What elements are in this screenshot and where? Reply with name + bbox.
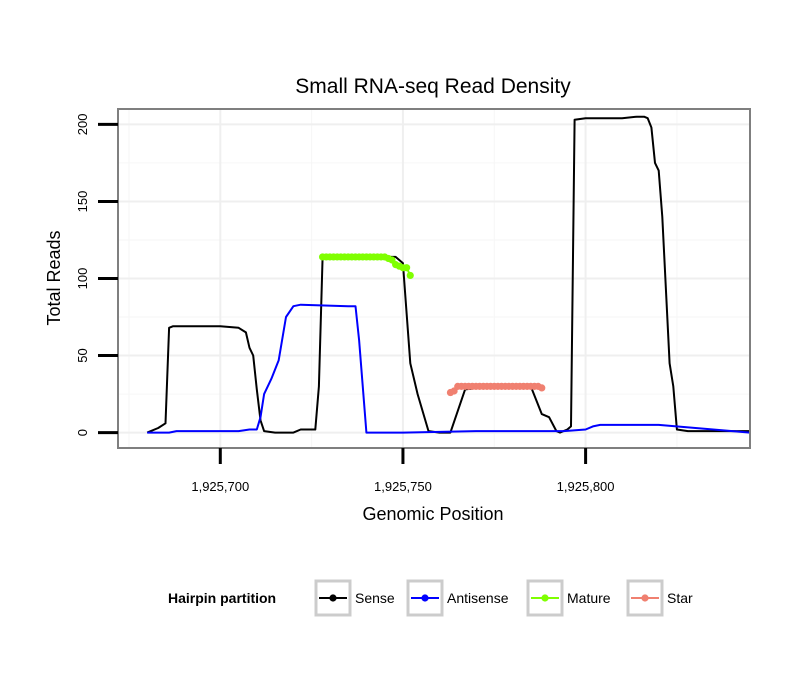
- y-tick-label: 0: [75, 429, 90, 436]
- plot-panel: [117, 108, 751, 449]
- legend-key-point-mature: [541, 594, 549, 602]
- y-tick-label: 150: [75, 191, 90, 213]
- series-line-antisense: [147, 303, 751, 434]
- y-tick-label: 200: [75, 114, 90, 136]
- x-axis-title: Genomic Position: [362, 504, 503, 524]
- chart-title: Small RNA-seq Read Density: [295, 75, 571, 98]
- y-tick-label: 50: [75, 348, 90, 362]
- data-point-mature: [403, 264, 411, 272]
- y-axis-title: Total Reads: [44, 230, 64, 325]
- legend-label-antisense: Antisense: [447, 590, 509, 606]
- legend-key-point-star: [641, 594, 649, 602]
- legend-label-star: Star: [667, 590, 693, 606]
- y-tick-label: 100: [75, 268, 90, 290]
- legend-label-sense: Sense: [355, 590, 395, 606]
- legend: Hairpin partition Sense Antisense Mature St…: [168, 579, 693, 617]
- data-point-mature: [406, 271, 414, 280]
- legend-key-point-sense: [329, 594, 337, 602]
- x-tick-label: 1,925,800: [557, 479, 615, 494]
- x-tick-label: 1,925,700: [191, 479, 249, 494]
- x-tick-label: 1,925,750: [374, 479, 432, 494]
- legend-key-point-antisense: [421, 594, 429, 602]
- data-point-star: [538, 384, 546, 392]
- legend-title: Hairpin partition: [168, 590, 276, 606]
- legend-label-mature: Mature: [567, 590, 611, 606]
